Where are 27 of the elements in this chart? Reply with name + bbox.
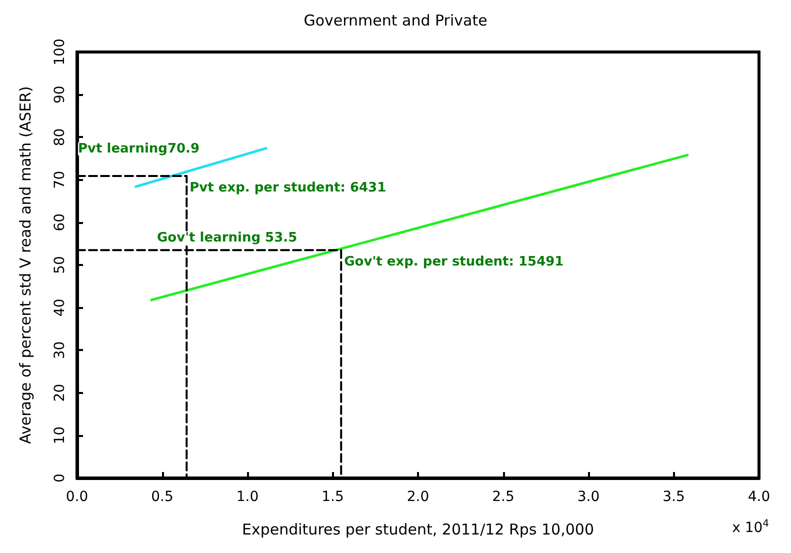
y-tick-label: 100 [52,38,68,66]
chart-title: Government and Private [304,12,488,30]
y-tick-label: 10 [52,426,68,444]
x-tick-label: 3.0 [577,489,600,505]
y-tick-label: 40 [52,298,68,317]
x-tick-label: 0.0 [66,489,88,505]
x-tick-label: 3.5 [662,489,685,505]
x-tick-label: 1.5 [322,489,344,505]
y-tick-label: 50 [52,256,68,274]
y-tick-label: 0 [52,474,68,482]
y-tick-label: 80 [52,128,68,146]
annotation: Pvt exp. per student: 6431 [190,180,386,196]
y-tick-label: 30 [52,341,68,360]
y-axis-title: Average of percent std V read and math (ASER) [16,86,34,444]
x-tick-label: 2.0 [406,489,430,505]
y-tick-label: 70 [52,170,68,189]
x-tick-label: 1.0 [236,489,259,505]
x-tick-label: 2.5 [492,489,514,505]
annotation: Gov't exp. per student: 15491 [344,254,564,270]
annotation: Gov't learning 53.5 [157,230,298,246]
y-tick-label: 20 [52,384,68,402]
x-tick-label: 0.5 [151,489,174,505]
y-tick-label: 60 [52,213,68,232]
x-tick-label: 4.0 [748,489,770,505]
x-axis-title: Expenditures per student, 2011/12 Rps 10,000 [242,520,594,538]
y-tick-label: 90 [52,86,68,104]
annotation: Pvt learning70.9 [78,142,200,156]
